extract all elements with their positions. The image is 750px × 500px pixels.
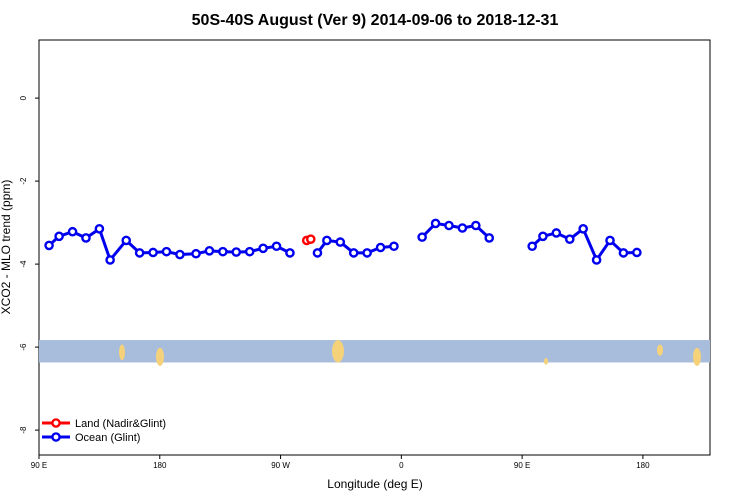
y-tick-label: -4: [19, 260, 28, 268]
ocean-glint-point: [285, 248, 295, 258]
ocean-glint-point: [94, 224, 105, 234]
land-patch: [657, 344, 663, 356]
ocean-glint-point: [551, 228, 562, 238]
ocean-glint-point: [121, 235, 132, 246]
ocean-glint-point: [244, 246, 255, 257]
ocean-glint-point: [322, 235, 332, 246]
land-nadir-glint-point: [305, 234, 316, 244]
ocean-glint-point: [231, 247, 242, 257]
land-patch: [544, 357, 548, 365]
x-tick-label: 0: [399, 461, 404, 470]
ocean-glint-point: [389, 241, 399, 252]
ocean-glint-point: [471, 220, 481, 231]
x-tick-label: 90 E: [514, 461, 530, 470]
ocean-glint-point: [605, 235, 615, 246]
y-tick-label: -6: [19, 343, 28, 351]
ocean-glint-point: [81, 233, 91, 243]
x-axis: 90 E 180 90 W 0 90 E 180: [31, 455, 650, 470]
ocean-glint-point: [134, 248, 145, 258]
land-patch: [156, 347, 164, 366]
legend-label-ocean-glint: Ocean (Glint): [75, 432, 140, 444]
data-series: [44, 218, 642, 265]
ocean-glint-point: [457, 223, 468, 233]
ocean-glint-point: [271, 241, 282, 252]
ocean-glint-point: [218, 246, 228, 257]
ocean-glint-point: [591, 255, 602, 265]
ocean-glint-point: [191, 248, 201, 259]
ocean-glint-point: [632, 247, 642, 258]
x-axis-label: Longitude (deg E): [327, 477, 422, 491]
y-tick-label: -8: [19, 426, 28, 434]
ocean-glint-point: [258, 243, 268, 254]
ocean-glint-point: [335, 237, 346, 247]
ocean-glint-point: [430, 218, 441, 229]
ocean-glint-point: [54, 231, 64, 242]
ocean-glint-point: [204, 246, 215, 256]
land-patch: [332, 340, 344, 363]
ocean-glint-point: [578, 224, 588, 234]
land-patch: [693, 347, 701, 366]
ocean-glint-point: [618, 248, 629, 258]
y-tick-label: 0: [19, 95, 28, 100]
ocean-glint-point: [44, 240, 54, 251]
land-patch: [119, 344, 125, 361]
y-axis: 0 -2 -4 -6 -8: [19, 95, 39, 434]
land-ocean-strip: [39, 340, 710, 366]
x-tick-label: 90 W: [271, 461, 290, 470]
ocean-glint-point: [527, 241, 537, 252]
ocean-glint-point: [175, 249, 185, 260]
ocean-glint-point: [312, 248, 323, 258]
ocean-glint-point: [161, 246, 172, 257]
y-axis-label: XCO2 - MLO trend (ppm): [0, 180, 13, 315]
ocean-glint-point: [564, 234, 575, 244]
ocean-glint-point: [417, 232, 427, 242]
ocean-glint-point: [538, 231, 548, 242]
ocean-glint-point: [362, 248, 372, 258]
ocean-glint-point: [67, 226, 78, 237]
ocean-glint-point: [148, 247, 158, 258]
y-tick-label: -2: [19, 177, 28, 185]
x-tick-label: 180: [636, 461, 650, 470]
plot-frame: [38, 39, 711, 456]
legend-marker-ocean-glint: [51, 432, 61, 442]
ocean-glint-point: [105, 255, 115, 265]
ocean-band: [39, 340, 710, 363]
ocean-glint-point: [444, 220, 454, 231]
x-tick-label: 90 E: [31, 461, 47, 470]
chart-title: 50S-40S August (Ver 9) 2014-09-06 to 201…: [192, 12, 559, 29]
legend: Land (Nadir&Glint) Ocean (Glint): [42, 418, 166, 444]
x-tick-label: 180: [153, 461, 167, 470]
legend-marker-land-nadir-glint: [51, 418, 61, 428]
ocean-glint-point: [348, 248, 359, 258]
ocean-glint-point: [484, 233, 495, 243]
ocean-glint-point: [375, 242, 386, 253]
legend-label-land-nadir-glint: Land (Nadir&Glint): [75, 418, 166, 430]
